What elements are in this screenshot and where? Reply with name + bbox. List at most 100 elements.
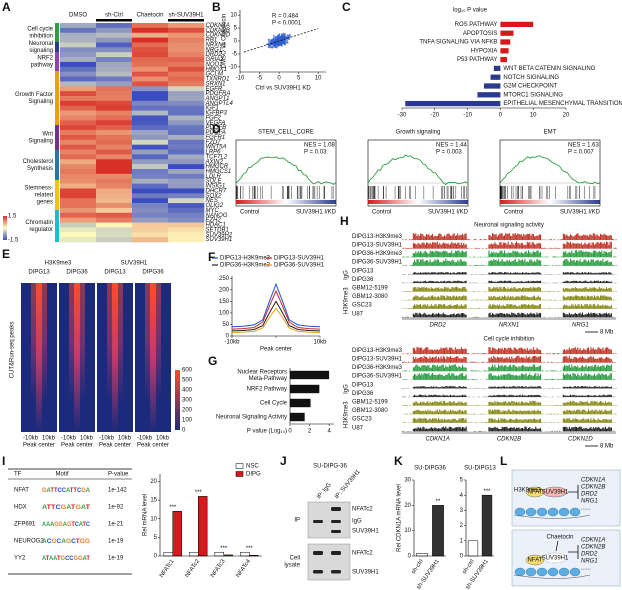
signal-bar xyxy=(496,296,498,301)
heatmap-cell xyxy=(60,178,97,184)
signal-bar xyxy=(518,243,520,249)
panel-letter: E xyxy=(2,247,10,261)
signal-bar xyxy=(451,357,453,363)
signal-bar xyxy=(501,426,503,432)
plot-frame xyxy=(499,139,601,207)
signal-bar xyxy=(489,395,491,398)
signal-bar xyxy=(547,353,549,355)
signal-bar xyxy=(446,260,448,266)
signal-bar xyxy=(453,295,455,301)
lane-label: IP: SUV39H1 xyxy=(334,469,362,501)
signal-bar xyxy=(433,357,435,363)
signal-bar xyxy=(505,280,507,284)
gene-label: FGF2 xyxy=(206,115,222,121)
signal-bar xyxy=(565,426,567,432)
signal-bar xyxy=(588,306,590,309)
signal-bar xyxy=(589,272,591,275)
signal-bar xyxy=(512,281,514,284)
signal-bar xyxy=(489,273,491,275)
y-tick-label: 100 xyxy=(219,311,230,317)
signal-bar xyxy=(596,305,598,309)
signal-bar xyxy=(498,402,500,406)
signal-bar xyxy=(435,410,437,415)
signal-bar xyxy=(529,272,531,275)
heatmap-cell xyxy=(60,76,97,82)
signal-bar xyxy=(506,303,508,309)
signal-bar xyxy=(531,288,533,292)
signal-bar xyxy=(538,304,540,309)
signal-bar xyxy=(606,365,608,372)
signal-bar xyxy=(530,253,532,258)
signal-bar xyxy=(552,430,554,432)
signal-bar xyxy=(477,308,479,309)
track-label: DIPG13-H3K9me3 xyxy=(352,234,403,240)
signal-bar xyxy=(422,365,424,372)
category-label: HYPOXIA xyxy=(471,48,498,54)
signal-bar xyxy=(547,370,549,372)
signal-bar xyxy=(477,265,479,266)
signal-bar xyxy=(585,251,587,258)
heatmap-cell xyxy=(96,120,133,126)
signal-bar xyxy=(530,428,532,432)
signal-bar xyxy=(453,313,455,318)
signal-bar xyxy=(526,387,528,389)
signal-bar xyxy=(578,281,580,284)
signal-bar xyxy=(460,395,462,398)
signal-bar xyxy=(610,373,612,380)
signal-bar xyxy=(453,386,455,389)
category-label: NRF2 Pathway xyxy=(247,387,287,393)
signal-bar xyxy=(600,288,602,292)
signal-bar xyxy=(598,386,600,389)
signal-bar xyxy=(534,349,536,355)
signal-bar xyxy=(540,418,542,423)
signal-bar xyxy=(445,402,447,406)
signal-bar xyxy=(408,291,410,292)
signal-bar xyxy=(530,418,532,423)
heatmap-cell xyxy=(60,42,97,48)
signal-bar xyxy=(588,289,590,292)
signal-bar xyxy=(537,272,539,275)
signal-bar xyxy=(516,401,518,406)
signal-bar xyxy=(609,272,611,275)
signal-bar xyxy=(540,395,542,398)
signal-bar xyxy=(594,419,596,423)
signal-bar xyxy=(609,410,611,415)
signal-bar xyxy=(592,242,594,249)
signal-bar xyxy=(568,251,570,258)
signal-bar xyxy=(524,304,526,309)
signal-bar xyxy=(500,306,502,309)
signal-bar xyxy=(446,272,448,275)
signal-bar xyxy=(424,280,426,284)
heatmap-cell xyxy=(96,105,133,111)
signal-bar xyxy=(466,247,468,249)
signal-bar xyxy=(596,427,598,432)
signal-bar xyxy=(434,259,436,266)
signal-bar xyxy=(454,235,456,241)
signal-bar xyxy=(528,410,530,415)
signal-bar xyxy=(424,297,426,301)
signal-bar xyxy=(544,422,546,423)
signal-bar xyxy=(538,349,540,355)
signal-bar xyxy=(496,260,498,266)
signal-bar xyxy=(436,314,438,318)
signal-bar xyxy=(577,281,579,284)
signal-bar xyxy=(448,401,450,406)
signal-bar xyxy=(510,395,512,398)
column-label: DIPG36 xyxy=(142,270,164,276)
signal-bar xyxy=(534,428,536,432)
signal-bar xyxy=(570,252,572,258)
signal-bar xyxy=(613,239,615,241)
signal-bar xyxy=(459,418,461,423)
signal-bar xyxy=(504,250,506,258)
signal-bar xyxy=(465,272,467,275)
signal-bar xyxy=(538,395,540,398)
signal-bar xyxy=(421,347,423,355)
signal-bar xyxy=(530,287,532,292)
signal-bar xyxy=(505,261,507,266)
motif-logo: ATTCGATGAT xyxy=(42,505,90,511)
signal-bar xyxy=(606,312,608,318)
signal-bar xyxy=(457,260,459,266)
signal-bar xyxy=(573,366,575,372)
signal-bar xyxy=(590,288,592,292)
signal-bar xyxy=(451,365,453,372)
